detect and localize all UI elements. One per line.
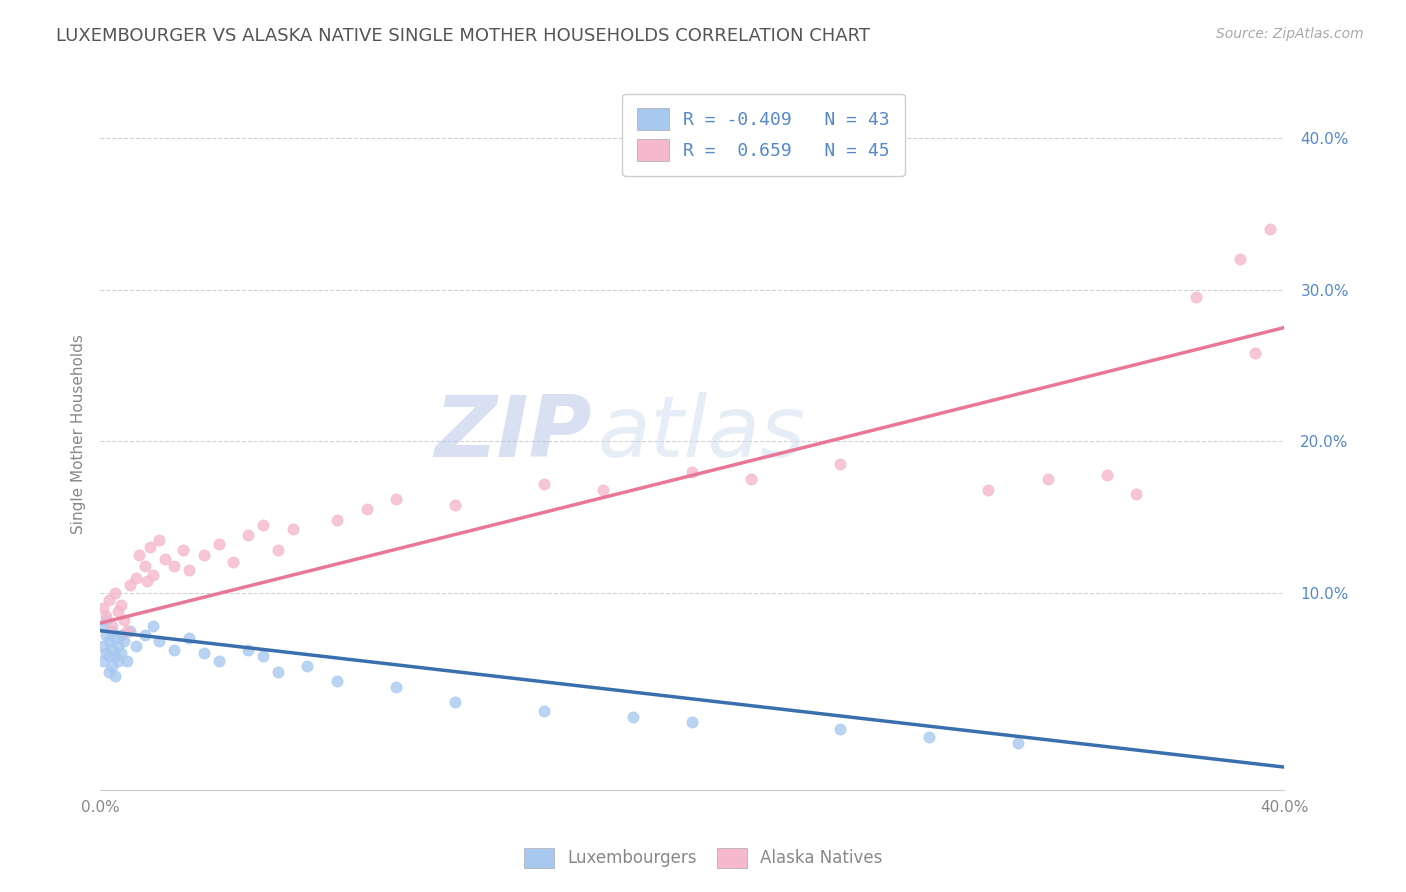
Point <box>148 533 170 547</box>
Point <box>236 643 259 657</box>
Point <box>533 704 555 718</box>
Point <box>104 632 127 646</box>
Point <box>104 586 127 600</box>
Point <box>107 604 129 618</box>
Point <box>142 619 165 633</box>
Point <box>134 628 156 642</box>
Point <box>918 730 941 744</box>
Point <box>112 634 135 648</box>
Point <box>98 665 121 679</box>
Point <box>107 639 129 653</box>
Point <box>252 649 274 664</box>
Point <box>533 476 555 491</box>
Point <box>1184 290 1206 304</box>
Point <box>1125 487 1147 501</box>
Point <box>1095 467 1118 482</box>
Point <box>193 548 215 562</box>
Point <box>142 567 165 582</box>
Point <box>118 578 141 592</box>
Point <box>139 541 162 555</box>
Point <box>1258 222 1281 236</box>
Point <box>101 641 124 656</box>
Point <box>91 619 114 633</box>
Point <box>110 647 132 661</box>
Point <box>193 647 215 661</box>
Point <box>155 552 177 566</box>
Point <box>444 498 467 512</box>
Point <box>115 624 138 638</box>
Point <box>681 714 703 729</box>
Point <box>136 574 159 588</box>
Point <box>94 613 117 627</box>
Point <box>98 649 121 664</box>
Point <box>115 654 138 668</box>
Point <box>112 613 135 627</box>
Point <box>124 571 146 585</box>
Point <box>163 643 186 657</box>
Point <box>91 639 114 653</box>
Point <box>385 680 408 694</box>
Point <box>128 548 150 562</box>
Text: ZIP: ZIP <box>434 392 592 475</box>
Point <box>252 517 274 532</box>
Point <box>124 639 146 653</box>
Point <box>1229 252 1251 267</box>
Point <box>177 632 200 646</box>
Point <box>740 472 762 486</box>
Point <box>326 513 349 527</box>
Point <box>830 722 852 736</box>
Legend: R = -0.409   N = 43, R =  0.659   N = 45: R = -0.409 N = 43, R = 0.659 N = 45 <box>621 94 904 176</box>
Point <box>297 658 319 673</box>
Point <box>267 543 290 558</box>
Point <box>104 649 127 664</box>
Point <box>385 491 408 506</box>
Y-axis label: Single Mother Households: Single Mother Households <box>72 334 86 533</box>
Point <box>177 563 200 577</box>
Point <box>101 624 124 638</box>
Point <box>236 528 259 542</box>
Point <box>207 654 229 668</box>
Point <box>621 710 644 724</box>
Text: LUXEMBOURGER VS ALASKA NATIVE SINGLE MOTHER HOUSEHOLDS CORRELATION CHART: LUXEMBOURGER VS ALASKA NATIVE SINGLE MOT… <box>56 27 870 45</box>
Point <box>91 601 114 615</box>
Point <box>207 537 229 551</box>
Text: Source: ZipAtlas.com: Source: ZipAtlas.com <box>1216 27 1364 41</box>
Point <box>104 669 127 683</box>
Point <box>134 558 156 573</box>
Point <box>94 608 117 623</box>
Point <box>110 628 132 642</box>
Legend: Luxembourgers, Alaska Natives: Luxembourgers, Alaska Natives <box>517 841 889 875</box>
Point <box>592 483 614 497</box>
Point <box>91 654 114 668</box>
Point <box>98 634 121 648</box>
Point <box>107 654 129 668</box>
Point <box>172 543 194 558</box>
Point <box>101 658 124 673</box>
Text: atlas: atlas <box>598 392 806 475</box>
Point <box>94 628 117 642</box>
Point <box>148 634 170 648</box>
Point <box>101 619 124 633</box>
Point <box>267 665 290 679</box>
Point <box>326 673 349 688</box>
Point <box>94 647 117 661</box>
Point <box>1036 472 1059 486</box>
Point <box>830 457 852 471</box>
Point <box>163 558 186 573</box>
Point <box>110 598 132 612</box>
Point <box>977 483 1000 497</box>
Point <box>1243 346 1265 360</box>
Point <box>681 465 703 479</box>
Point <box>222 556 245 570</box>
Point <box>98 593 121 607</box>
Point <box>281 522 304 536</box>
Point <box>444 695 467 709</box>
Point <box>356 502 378 516</box>
Point <box>1007 736 1029 750</box>
Point <box>118 624 141 638</box>
